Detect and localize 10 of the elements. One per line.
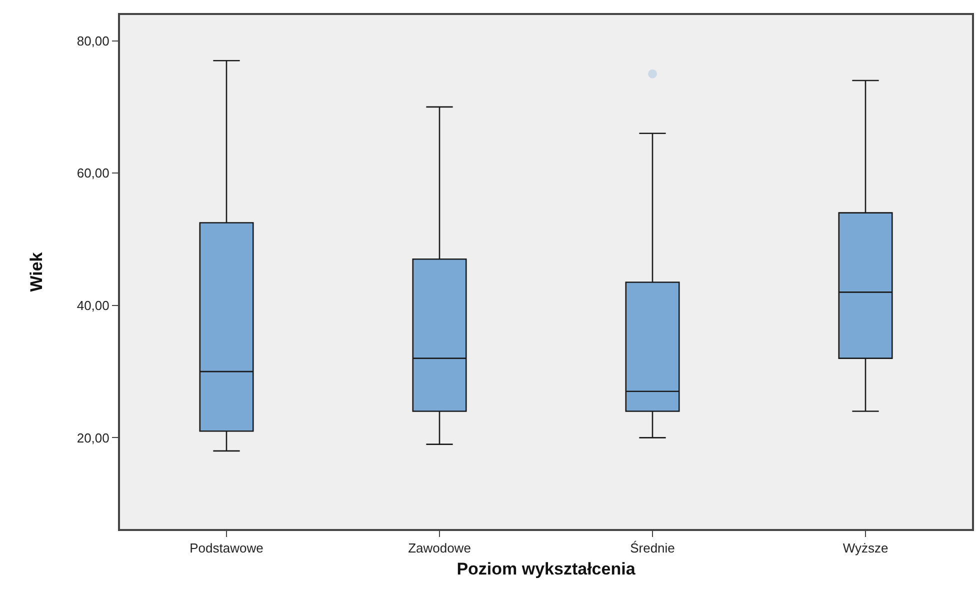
x-tick-label: Zawodowe: [408, 540, 471, 556]
x-tick-label: Podstawowe: [190, 540, 264, 556]
y-tick-label: 60,00: [76, 166, 110, 181]
x-axis-title: Poziom wykształcenia: [456, 560, 636, 578]
y-tick-label: 40,00: [76, 298, 110, 313]
x-tick-label: Średnie: [630, 540, 675, 556]
y-axis-title: Wiek: [26, 252, 46, 292]
y-tick-label: 80,00: [76, 33, 110, 48]
x-tick-label: Wyższe: [842, 540, 888, 556]
y-tick-label: 20,00: [76, 430, 110, 446]
